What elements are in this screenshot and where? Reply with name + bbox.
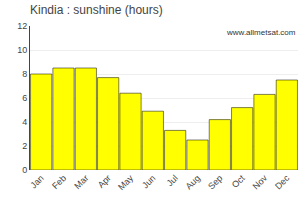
- svg-text:Jan: Jan: [28, 173, 45, 190]
- svg-text:12: 12: [17, 21, 27, 31]
- svg-text:May: May: [116, 173, 135, 192]
- svg-text:2: 2: [22, 141, 27, 151]
- svg-text:Mar: Mar: [72, 173, 90, 191]
- svg-text:4: 4: [22, 117, 27, 127]
- svg-text:Jun: Jun: [140, 173, 157, 190]
- svg-text:Aug: Aug: [184, 173, 202, 191]
- svg-text:Jul: Jul: [165, 173, 180, 188]
- svg-text:Kindia : sunshine (hours): Kindia : sunshine (hours): [30, 3, 163, 17]
- svg-text:10: 10: [17, 45, 27, 55]
- svg-text:Apr: Apr: [96, 173, 113, 190]
- svg-text:www.allmetsat.com: www.allmetsat.com: [226, 28, 296, 37]
- svg-text:Oct: Oct: [230, 173, 247, 190]
- svg-text:Sep: Sep: [206, 173, 224, 191]
- svg-text:Feb: Feb: [50, 173, 68, 191]
- svg-text:6: 6: [22, 93, 27, 103]
- svg-text:0: 0: [22, 165, 27, 175]
- svg-text:Nov: Nov: [251, 173, 270, 192]
- svg-text:Dec: Dec: [273, 173, 292, 192]
- svg-text:8: 8: [22, 69, 27, 79]
